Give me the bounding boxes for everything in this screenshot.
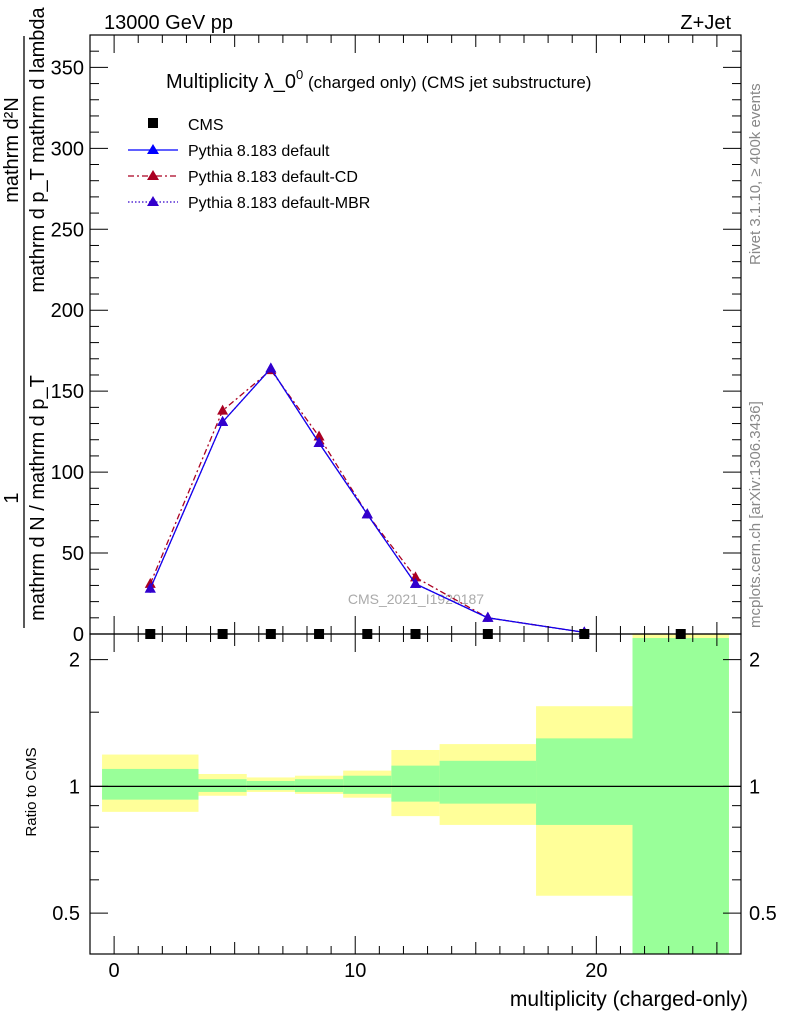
main-y-tick-label: 100 bbox=[51, 462, 84, 484]
main-y-tick-label: 250 bbox=[51, 219, 84, 241]
title-suffix: (charged only) (CMS jet substructure) bbox=[303, 73, 591, 92]
ratio-band-inner bbox=[198, 779, 247, 792]
ratio-y-tick-label-right: 0.5 bbox=[749, 903, 777, 925]
ratio-y-tick-label-right: 1 bbox=[749, 776, 760, 798]
ratio-band-inner bbox=[391, 765, 440, 802]
legend-mbr-label: Pythia 8.183 default-MBR bbox=[188, 195, 370, 212]
x-tick-label: 10 bbox=[344, 960, 366, 982]
series-marker-2 bbox=[410, 577, 421, 588]
series-line-2 bbox=[149, 367, 585, 634]
series-marker-2 bbox=[482, 611, 494, 622]
legend: CMS Pythia 8.183 default Pythia 8.183 de… bbox=[128, 117, 370, 212]
main-y-tick-label: 0 bbox=[73, 624, 84, 646]
analysis-watermark: CMS_2021_I1920187 bbox=[348, 591, 484, 607]
series-marker-2 bbox=[265, 362, 277, 373]
main-y-tick-label: 200 bbox=[51, 300, 84, 322]
axes: 0 50 100 150 200 250 300 350 0 10 20 0.5 0.5 1 1 2 2 bbox=[51, 35, 777, 982]
y-label-prefix-den: mathrm d N / mathrm d p_T bbox=[27, 375, 49, 621]
ratio-band-inner bbox=[439, 760, 537, 804]
ratio-frame bbox=[89, 633, 742, 955]
rivet-label: Rivet 3.1.10, ≥ 400k events bbox=[747, 83, 764, 265]
mcplots-label: mcplots.cern.ch [arXiv:1306.3436] bbox=[747, 401, 764, 628]
ratio-y-tick-label-right: 2 bbox=[749, 650, 760, 672]
main-y-tick-label: 150 bbox=[51, 381, 84, 403]
ratio-band-inner bbox=[536, 738, 633, 825]
series-marker-1 bbox=[217, 404, 229, 415]
ratio-band-inner bbox=[102, 768, 199, 800]
series-marker-2 bbox=[217, 415, 229, 426]
ratio-band-inner bbox=[632, 638, 729, 954]
ratio-panel bbox=[90, 634, 741, 954]
ratio-band-inner bbox=[246, 780, 295, 791]
title-main: Multiplicity λ_0 bbox=[166, 71, 296, 93]
main-y-axis-label: 1 mathrm d N / mathrm d p_T mathrm d²N m… bbox=[1, 6, 49, 628]
x-tick-label: 0 bbox=[109, 960, 120, 982]
ratio-y-tick-label: 2 bbox=[69, 650, 80, 672]
plot-title: Multiplicity λ_00 (charged only) (CMS je… bbox=[166, 67, 591, 93]
y-label-numerator: mathrm d²N bbox=[1, 97, 23, 203]
header-right: Z+Jet bbox=[680, 12, 731, 34]
legend-cd-label: Pythia 8.183 default-CD bbox=[188, 169, 358, 186]
series-marker-2 bbox=[361, 508, 373, 519]
ratio-band-inner bbox=[343, 775, 392, 794]
legend-default-marker bbox=[147, 144, 159, 154]
series-marker-2 bbox=[313, 436, 325, 447]
ratio-y-tick-label: 0.5 bbox=[52, 903, 80, 925]
ratio-y-tick-label: 1 bbox=[69, 776, 80, 798]
y-label-prefix-num: 1 bbox=[1, 492, 23, 503]
svg-text:Multiplicity λ_00 (charged onl: Multiplicity λ_00 (charged only) (CMS je… bbox=[166, 67, 591, 93]
main-y-tick-label: 350 bbox=[51, 57, 84, 79]
legend-cms-marker bbox=[148, 118, 158, 128]
main-y-tick-label: 300 bbox=[51, 138, 84, 160]
legend-cd-marker bbox=[147, 170, 159, 180]
title-superscript: 0 bbox=[296, 67, 303, 82]
ratio-band-inner bbox=[294, 779, 344, 792]
header-left: 13000 GeV pp bbox=[104, 12, 233, 34]
x-tick-label: 20 bbox=[585, 960, 607, 982]
legend-default-label: Pythia 8.183 default bbox=[188, 143, 330, 160]
x-axis-label: multiplicity (charged-only) bbox=[510, 988, 748, 1011]
series-marker-2 bbox=[144, 582, 156, 593]
legend-mbr-marker bbox=[147, 196, 159, 206]
main-y-tick-label: 50 bbox=[62, 543, 84, 565]
series-line-1 bbox=[149, 369, 585, 634]
y-label-denominator: mathrm d p_T mathrm d lambda bbox=[27, 6, 49, 292]
legend-cms-label: CMS bbox=[188, 117, 224, 134]
ratio-y-label: Ratio to CMS bbox=[23, 747, 40, 836]
ratio-bands bbox=[102, 634, 729, 954]
